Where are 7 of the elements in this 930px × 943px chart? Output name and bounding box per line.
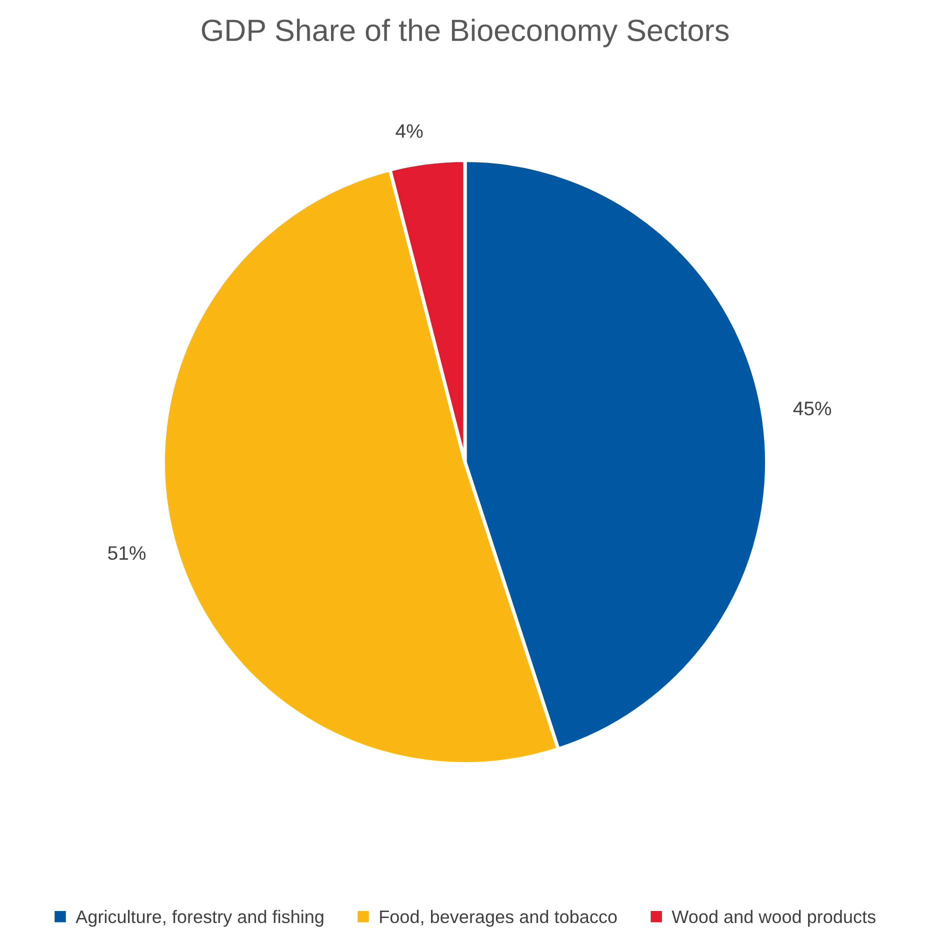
- data-label: 4%: [396, 124, 423, 138]
- legend-label: Food, beverages and tobacco: [380, 910, 617, 927]
- legend-label: Wood and wood products: [672, 910, 876, 927]
- data-label: 51%: [108, 546, 146, 560]
- data-label: 45%: [793, 402, 832, 416]
- chart-title: GDP Share of the Bioeconomy Sectors: [202, 18, 729, 48]
- legend-label: Agriculture, forestry and fishing: [76, 910, 324, 927]
